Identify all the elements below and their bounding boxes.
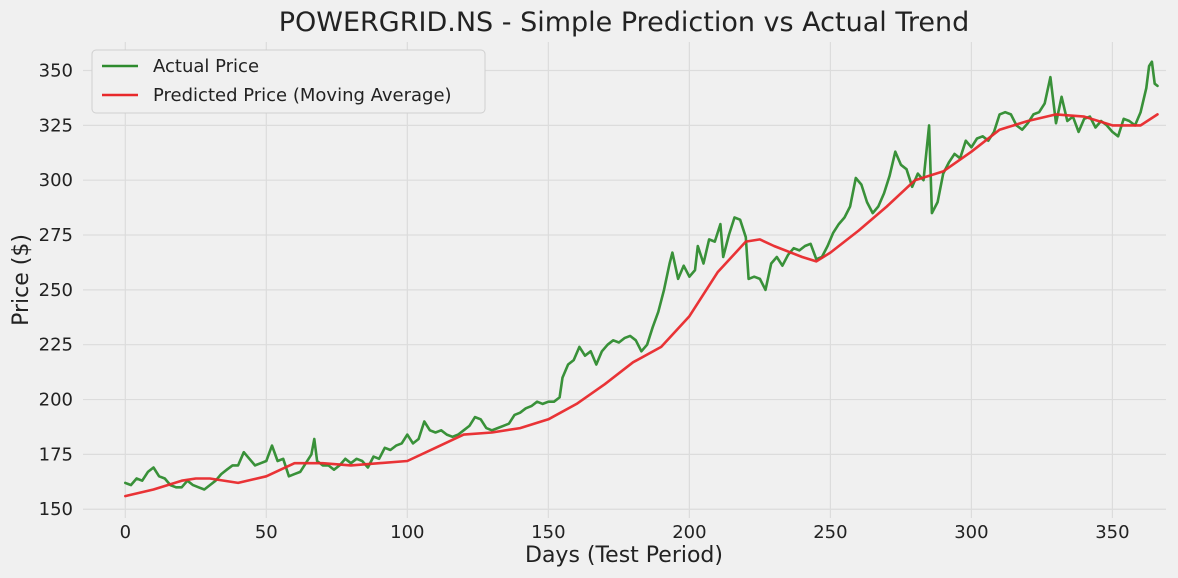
legend-entry: Actual Price (153, 56, 259, 77)
y-tick-label: 250 (39, 280, 73, 301)
y-axis-label: Price ($) (9, 234, 34, 326)
x-tick-label: 100 (390, 522, 424, 543)
x-axis-label: Days (Test Period) (525, 543, 723, 568)
y-tick-label: 200 (39, 390, 73, 411)
chart-title: POWERGRID.NS - Simple Prediction vs Actu… (279, 7, 970, 38)
y-tick-label: 275 (39, 225, 73, 246)
x-tick-label: 150 (531, 522, 565, 543)
x-tick-label: 50 (255, 522, 278, 543)
x-tick-label: 0 (120, 522, 131, 543)
y-tick-label: 150 (39, 499, 73, 520)
series-layer (124, 60, 1159, 498)
legend-box (91, 49, 486, 114)
legend: Actual Price Predicted Price (Moving Aver… (91, 49, 486, 114)
y-tick-label: 225 (39, 335, 73, 356)
x-tick-label: 350 (1095, 522, 1129, 543)
y-tick-label: 350 (39, 61, 73, 82)
x-tick-label: 200 (672, 522, 706, 543)
y-tick-label: 300 (39, 170, 73, 191)
legend-entry: Predicted Price (Moving Average) (153, 85, 452, 106)
y-tick-label: 325 (39, 115, 73, 136)
x-axis-ticks: 0 50 100 150 200 250 300 350 (120, 522, 1130, 543)
y-axis-ticks: 150 175 200 225 250 275 300 325 350 (39, 61, 73, 521)
series-line-predicted (124, 113, 1159, 498)
x-tick-label: 300 (954, 522, 988, 543)
grid (83, 42, 1166, 518)
x-tick-label: 250 (813, 522, 847, 543)
y-tick-label: 175 (39, 444, 73, 465)
